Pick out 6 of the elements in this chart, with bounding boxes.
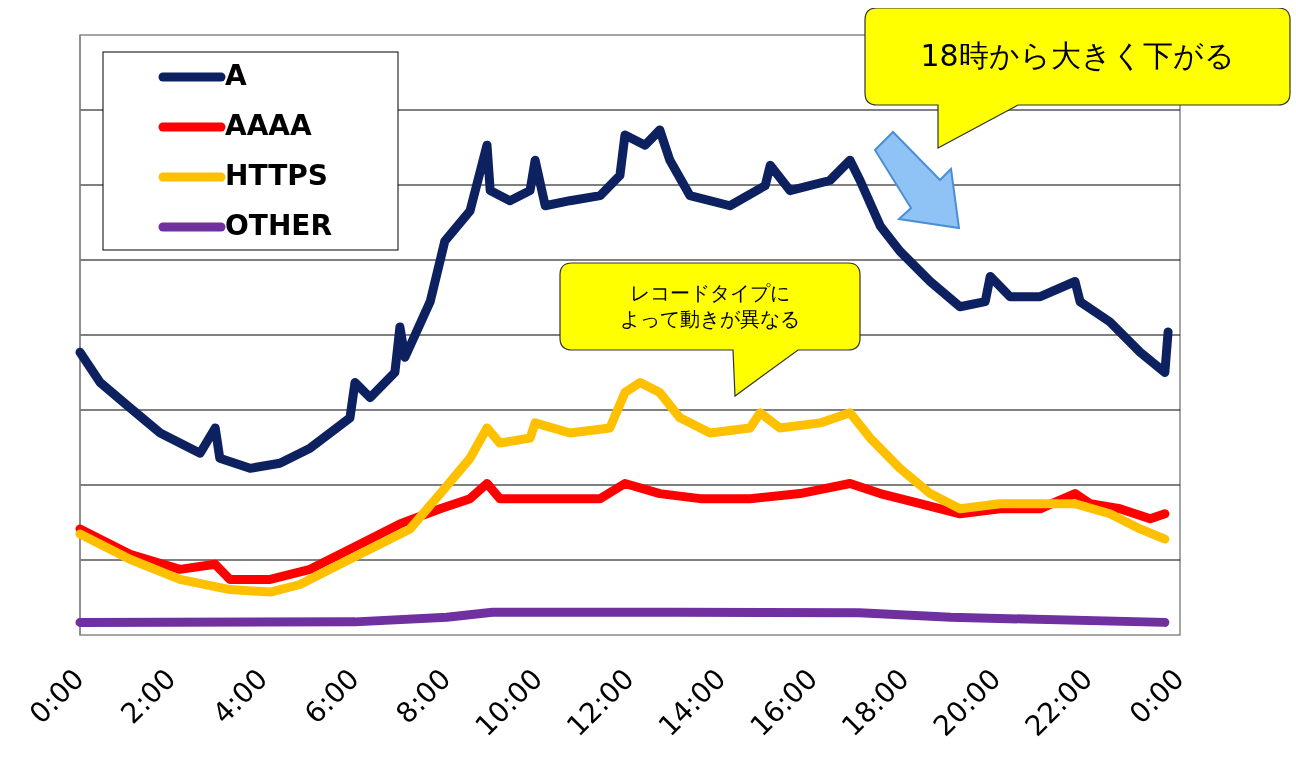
legend-label: AAAA — [225, 109, 313, 142]
legend-label: A — [225, 59, 247, 92]
legend-label: OTHER — [225, 209, 333, 242]
legend-label: HTTPS — [225, 159, 328, 192]
annotation: レコードタイプによって動きが異なる — [620, 280, 800, 330]
text: 18時から大きく下がる — [920, 37, 1235, 72]
